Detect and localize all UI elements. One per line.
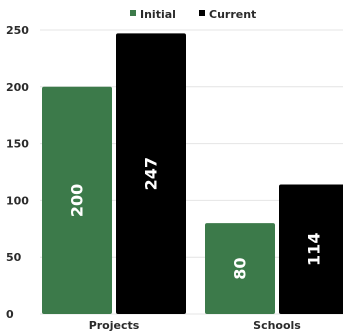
legend: Initial Current bbox=[130, 8, 256, 21]
legend-label-current: Current bbox=[209, 8, 256, 21]
bar-value-label: 80 bbox=[231, 257, 250, 279]
y-tick-label: 0 bbox=[6, 308, 14, 321]
category-label: Schools bbox=[253, 319, 301, 332]
bar-value-label: 114 bbox=[305, 233, 324, 266]
bar-initial-schools bbox=[205, 223, 275, 314]
y-axis: 0 50 100 150 200 250 bbox=[6, 24, 29, 321]
x-axis: Projects Schools bbox=[89, 319, 302, 332]
y-tick-label: 250 bbox=[6, 24, 29, 37]
legend-swatch-current bbox=[199, 10, 205, 16]
bar-value-label: 200 bbox=[68, 184, 87, 217]
bar-current-projects bbox=[116, 33, 186, 315]
bar-initial-projects bbox=[42, 86, 112, 314]
legend-swatch-initial bbox=[130, 10, 136, 16]
category-label: Projects bbox=[89, 319, 140, 332]
bar-value-label: 247 bbox=[142, 157, 161, 190]
legend-label-initial: Initial bbox=[140, 8, 176, 21]
y-tick-label: 100 bbox=[6, 194, 29, 207]
bar-current-schools bbox=[279, 184, 343, 314]
y-tick-label: 50 bbox=[6, 251, 22, 264]
y-tick-label: 150 bbox=[6, 138, 29, 151]
y-tick-label: 200 bbox=[6, 81, 29, 94]
bars: 200 247 80 114 bbox=[42, 33, 343, 315]
